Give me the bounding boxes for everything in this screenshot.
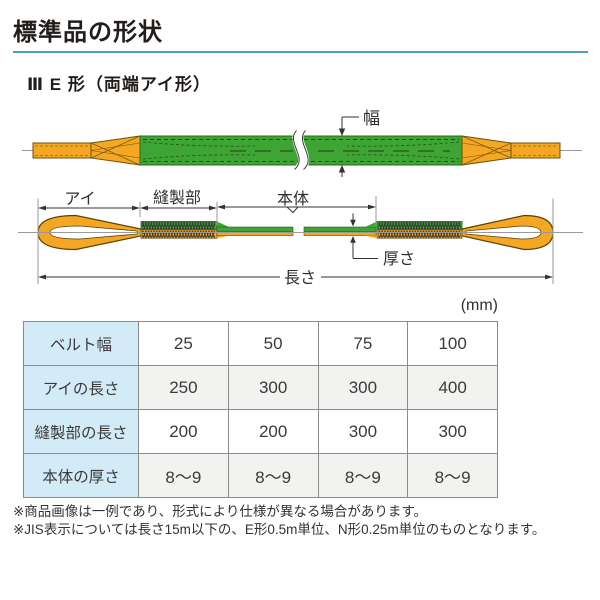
cell: 300 bbox=[227, 365, 319, 410]
cell: 50 bbox=[227, 321, 319, 366]
length-dim-label: 長さ bbox=[284, 269, 316, 287]
row-header: アイの長さ bbox=[23, 365, 139, 410]
cell: 75 bbox=[317, 321, 409, 366]
thickness-dim-label: 厚さ bbox=[383, 250, 415, 268]
row-header: ベルト幅 bbox=[23, 321, 139, 366]
table-row: アイの長さ 250 300 300 400 bbox=[23, 365, 498, 410]
dimension-lines bbox=[38, 204, 553, 280]
footnotes: ※商品画像は一例であり、形式により仕様が異なる場合があります。 ※JIS表示につ… bbox=[13, 503, 545, 539]
cell: 300 bbox=[317, 365, 409, 410]
footnote-line: ※商品画像は一例であり、形式により仕様が異なる場合があります。 bbox=[13, 504, 428, 519]
cell: 8～9 bbox=[407, 453, 498, 498]
section-heading: Ⅲ E 形（両端アイ形） bbox=[27, 75, 212, 94]
title-underline bbox=[13, 51, 588, 53]
left-sewn-section bbox=[140, 221, 218, 239]
cell: 8～9 bbox=[317, 453, 409, 498]
footnote-line: ※JIS表示については長さ15m以下の、E形0.5m単位、N形0.25m単位のも… bbox=[13, 522, 546, 537]
top-view-diagram: 幅 bbox=[22, 109, 582, 177]
width-dim-label: 幅 bbox=[363, 109, 380, 128]
construction-lines bbox=[18, 196, 583, 284]
cell: 200 bbox=[138, 409, 229, 454]
cell: 200 bbox=[227, 409, 319, 454]
eye-dim-label: アイ bbox=[64, 191, 95, 208]
table-row: 縫製部の長さ 200 200 300 300 bbox=[23, 409, 498, 454]
dimension-labels: アイ 縫製部 本体 厚さ 長さ bbox=[64, 189, 415, 287]
cell: 8～9 bbox=[227, 453, 319, 498]
right-sewn-section bbox=[376, 221, 463, 239]
main-body bbox=[216, 221, 377, 239]
cell: 8～9 bbox=[138, 453, 229, 498]
cell: 250 bbox=[138, 365, 229, 410]
cell: 300 bbox=[317, 409, 409, 454]
cell: 25 bbox=[138, 321, 229, 366]
unit-label: (mm) bbox=[460, 297, 498, 314]
side-view-diagram: アイ 縫製部 本体 厚さ 長さ bbox=[18, 189, 583, 287]
table-row: 本体の厚さ 8～9 8～9 8～9 8～9 bbox=[23, 453, 498, 498]
body-dim-label: 本体 bbox=[277, 190, 309, 208]
cell: 300 bbox=[407, 409, 498, 454]
belt-top-view bbox=[32, 126, 561, 175]
page-title: 標準品の形状 bbox=[13, 19, 163, 46]
spec-table: ベルト幅 25 50 75 100 アイの長さ 250 300 300 400 … bbox=[23, 321, 498, 498]
sewn-dim-label: 縫製部 bbox=[153, 189, 201, 207]
row-header: 本体の厚さ bbox=[23, 453, 139, 498]
row-header: 縫製部の長さ bbox=[23, 409, 139, 454]
table-row: ベルト幅 25 50 75 100 bbox=[23, 321, 498, 366]
width-dimension: 幅 bbox=[338, 109, 380, 177]
cell: 400 bbox=[407, 365, 498, 410]
cell: 100 bbox=[407, 321, 498, 366]
break-symbol bbox=[292, 126, 310, 175]
